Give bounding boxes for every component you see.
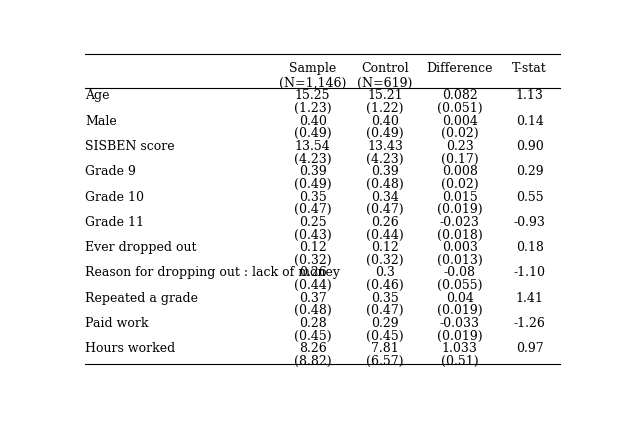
Text: 0.97: 0.97	[516, 342, 544, 355]
Text: 0.14: 0.14	[516, 115, 544, 128]
Text: 0.29: 0.29	[371, 317, 399, 330]
Text: 0.082: 0.082	[442, 89, 478, 102]
Text: (0.32): (0.32)	[366, 254, 404, 267]
Text: (0.019): (0.019)	[437, 330, 482, 343]
Text: Paid work: Paid work	[86, 317, 149, 330]
Text: 0.12: 0.12	[299, 241, 327, 254]
Text: 0.26: 0.26	[371, 216, 399, 229]
Text: 1.033: 1.033	[442, 342, 478, 355]
Text: 7.81: 7.81	[371, 342, 399, 355]
Text: 0.003: 0.003	[442, 241, 478, 254]
Text: 0.26: 0.26	[299, 267, 327, 280]
Text: -0.08: -0.08	[444, 267, 476, 280]
Text: (0.45): (0.45)	[366, 330, 404, 343]
Text: 0.39: 0.39	[371, 165, 399, 178]
Text: 0.3: 0.3	[375, 267, 395, 280]
Text: (0.019): (0.019)	[437, 203, 482, 216]
Text: 0.40: 0.40	[299, 115, 327, 128]
Text: Control
(N=619): Control (N=619)	[357, 62, 413, 90]
Text: 15.25: 15.25	[295, 89, 330, 102]
Text: 13.43: 13.43	[367, 140, 403, 153]
Text: (6.57): (6.57)	[366, 355, 404, 368]
Text: 0.015: 0.015	[442, 191, 478, 203]
Text: Male: Male	[86, 115, 117, 128]
Text: 0.23: 0.23	[446, 140, 474, 153]
Text: 0.35: 0.35	[371, 292, 399, 305]
Text: Reason for dropping out : lack of money: Reason for dropping out : lack of money	[86, 267, 341, 280]
Text: 15.21: 15.21	[367, 89, 402, 102]
Text: (0.49): (0.49)	[366, 127, 404, 140]
Text: (0.018): (0.018)	[437, 229, 483, 241]
Text: (1.22): (1.22)	[366, 102, 404, 115]
Text: -1.26: -1.26	[514, 317, 545, 330]
Text: (0.32): (0.32)	[294, 254, 332, 267]
Text: (0.46): (0.46)	[366, 279, 404, 292]
Text: 0.34: 0.34	[371, 191, 399, 203]
Text: (0.17): (0.17)	[441, 152, 478, 165]
Text: 0.12: 0.12	[371, 241, 399, 254]
Text: (0.47): (0.47)	[366, 203, 404, 216]
Text: 0.28: 0.28	[299, 317, 327, 330]
Text: 0.55: 0.55	[516, 191, 544, 203]
Text: Age: Age	[86, 89, 110, 102]
Text: 13.54: 13.54	[295, 140, 330, 153]
Text: 0.004: 0.004	[442, 115, 478, 128]
Text: 0.29: 0.29	[516, 165, 544, 178]
Text: (0.019): (0.019)	[437, 304, 482, 318]
Text: 0.04: 0.04	[446, 292, 474, 305]
Text: (0.49): (0.49)	[294, 127, 332, 140]
Text: 0.37: 0.37	[299, 292, 327, 305]
Text: (0.43): (0.43)	[294, 229, 332, 241]
Text: 0.90: 0.90	[516, 140, 544, 153]
Text: 0.25: 0.25	[299, 216, 327, 229]
Text: 1.13: 1.13	[516, 89, 544, 102]
Text: 1.41: 1.41	[516, 292, 544, 305]
Text: Grade 10: Grade 10	[86, 191, 144, 203]
Text: Difference: Difference	[426, 62, 493, 75]
Text: Sample
(N=1,146): Sample (N=1,146)	[279, 62, 346, 90]
Text: (8.82): (8.82)	[294, 355, 332, 368]
Text: 0.008: 0.008	[442, 165, 478, 178]
Text: 0.35: 0.35	[299, 191, 327, 203]
Text: (0.48): (0.48)	[366, 178, 404, 191]
Text: (4.23): (4.23)	[294, 152, 332, 165]
Text: 0.39: 0.39	[299, 165, 327, 178]
Text: 0.18: 0.18	[516, 241, 544, 254]
Text: (0.013): (0.013)	[437, 254, 483, 267]
Text: Grade 9: Grade 9	[86, 165, 137, 178]
Text: Hours worked: Hours worked	[86, 342, 176, 355]
Text: (0.051): (0.051)	[437, 102, 482, 115]
Text: (0.44): (0.44)	[294, 279, 332, 292]
Text: -0.033: -0.033	[440, 317, 480, 330]
Text: (4.23): (4.23)	[366, 152, 404, 165]
Text: 0.40: 0.40	[371, 115, 399, 128]
Text: (0.47): (0.47)	[366, 304, 404, 318]
Text: 8.26: 8.26	[299, 342, 327, 355]
Text: (0.51): (0.51)	[441, 355, 478, 368]
Text: (0.45): (0.45)	[294, 330, 332, 343]
Text: -0.93: -0.93	[514, 216, 545, 229]
Text: -0.023: -0.023	[440, 216, 480, 229]
Text: (0.49): (0.49)	[294, 178, 332, 191]
Text: Grade 11: Grade 11	[86, 216, 144, 229]
Text: (0.02): (0.02)	[441, 127, 478, 140]
Text: Repeated a grade: Repeated a grade	[86, 292, 198, 305]
Text: (0.48): (0.48)	[294, 304, 332, 318]
Text: (0.44): (0.44)	[366, 229, 404, 241]
Text: (0.02): (0.02)	[441, 178, 478, 191]
Text: Ever dropped out: Ever dropped out	[86, 241, 197, 254]
Text: T-stat: T-stat	[513, 62, 547, 75]
Text: SISBEN score: SISBEN score	[86, 140, 175, 153]
Text: (0.47): (0.47)	[294, 203, 332, 216]
Text: (1.23): (1.23)	[294, 102, 332, 115]
Text: -1.10: -1.10	[514, 267, 545, 280]
Text: (0.055): (0.055)	[437, 279, 482, 292]
